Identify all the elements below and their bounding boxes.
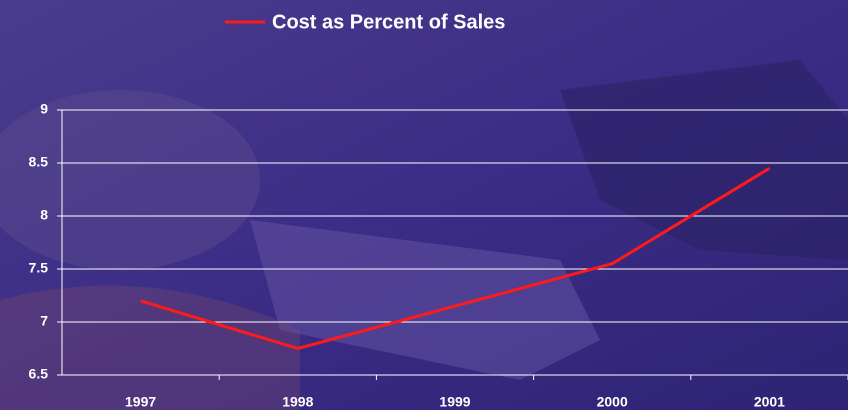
y-tick-label: 7	[40, 313, 48, 329]
y-tick-label: 9	[40, 101, 48, 117]
legend-label: Cost as Percent of Sales	[272, 11, 505, 33]
x-tick-label: 1997	[125, 394, 156, 410]
y-tick-label: 8	[40, 207, 48, 223]
x-tick-label: 1998	[282, 394, 313, 410]
chart: 6.5 7 7.5 8 8.5 9 1997 1998 1999 2000 2001 Cost as…	[0, 0, 848, 410]
y-tick-label: 7.5	[29, 260, 49, 276]
y-tick-label: 6.5	[29, 366, 49, 382]
x-tick-label: 1999	[439, 394, 470, 410]
page: 6.5 7 7.5 8 8.5 9 1997 1998 1999 2000 2001 Cost as…	[0, 0, 848, 410]
x-tick-label: 2001	[754, 394, 785, 410]
y-tick-label: 8.5	[29, 154, 49, 170]
x-tick-label: 2000	[597, 394, 628, 410]
